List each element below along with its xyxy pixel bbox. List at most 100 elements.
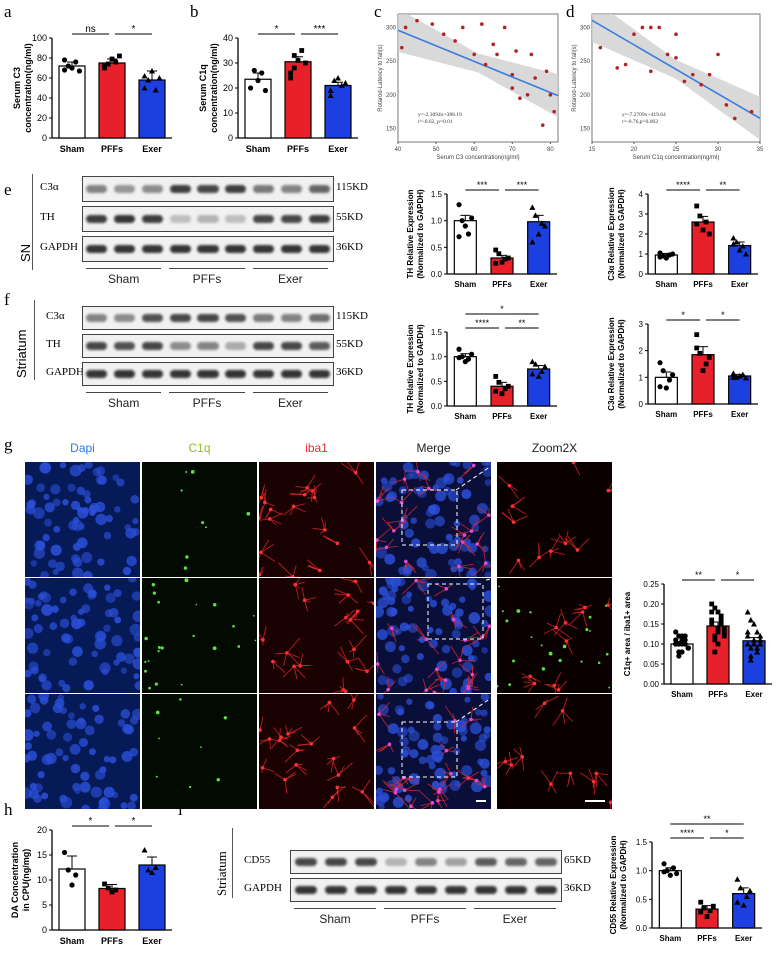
x-tick-label: 30 bbox=[715, 147, 722, 153]
y-axis-label: TH Relative Expression bbox=[406, 324, 415, 413]
striatum-th-bar-chart: 0.0 0.5 1.0 1.5 TH Relative Expression (Norma… bbox=[406, 304, 557, 421]
scatter-point bbox=[716, 52, 720, 57]
scatter-point bbox=[453, 39, 457, 43]
scatter-point bbox=[533, 76, 537, 80]
scatter-point bbox=[480, 22, 484, 26]
data-point bbox=[694, 345, 700, 351]
panel-letter-b: b bbox=[190, 2, 199, 21]
data-point bbox=[291, 53, 297, 58]
significance-label: * bbox=[89, 816, 93, 827]
blot-band bbox=[169, 342, 191, 350]
data-point bbox=[149, 869, 155, 875]
x-tick-label: Exer bbox=[731, 280, 748, 289]
bar-exer bbox=[324, 84, 352, 139]
data-point bbox=[715, 629, 721, 635]
y-tick-label: 0 bbox=[228, 133, 233, 143]
y-tick-label: 250 bbox=[386, 59, 397, 65]
data-point bbox=[109, 889, 115, 895]
blot-band bbox=[308, 314, 330, 322]
y-axis-label: (Normalized to GAPDH) bbox=[617, 319, 626, 409]
panel-letter-e: e bbox=[4, 180, 12, 199]
y-tick-label: 100 bbox=[32, 33, 47, 43]
zoom-guide bbox=[455, 693, 498, 723]
data-point bbox=[113, 887, 119, 893]
if-image-pffs-iba1 bbox=[259, 578, 374, 693]
y-tick-label: 15 bbox=[37, 850, 47, 860]
scatter-point bbox=[510, 86, 515, 90]
blot-band bbox=[114, 314, 136, 322]
significance-label: *** bbox=[314, 24, 326, 35]
blot-band bbox=[324, 886, 348, 894]
blot-band bbox=[253, 370, 275, 378]
blot-band bbox=[225, 215, 247, 223]
striatum-c3-bar-chart: 0 1 2 3 C3α Relative Expression (Normalized t… bbox=[607, 310, 758, 419]
if-image-exer-dapi bbox=[25, 694, 140, 809]
data-point bbox=[712, 633, 718, 639]
blot-th bbox=[82, 206, 334, 232]
y-axis-label: Rotarod-Latency to fall(s) bbox=[378, 44, 384, 111]
column-header-iba1: iba1 bbox=[305, 441, 328, 455]
y-tick-label: 200 bbox=[580, 93, 591, 99]
blot-label-c3α: C3α bbox=[40, 181, 59, 193]
data-point bbox=[295, 58, 301, 63]
group-label-exer: Exer bbox=[277, 396, 303, 410]
if-image-pffs-zoom2x bbox=[497, 578, 612, 693]
significance-label: **** bbox=[676, 180, 691, 190]
y-tick-label: 20 bbox=[37, 113, 47, 123]
if-image-pffs-merge bbox=[376, 578, 491, 693]
blot-band bbox=[141, 370, 163, 378]
molecular-weight-label: 36KD bbox=[336, 366, 363, 378]
data-point bbox=[701, 905, 707, 911]
blot-band bbox=[474, 886, 498, 894]
confidence-band bbox=[398, 14, 558, 118]
data-point bbox=[754, 645, 761, 651]
scatter-point bbox=[632, 32, 636, 37]
bar-sham bbox=[58, 868, 86, 931]
blot-band bbox=[354, 858, 378, 866]
significance-label: * bbox=[736, 570, 740, 580]
blot-band bbox=[253, 245, 275, 253]
c1q-iba1-bar-chart: 0.00 0.05 0.10 0.15 0.20 0.25 C1q+ area / iba1… bbox=[623, 570, 772, 699]
y-tick-label: 0.00 bbox=[643, 680, 659, 689]
blot-band bbox=[114, 215, 136, 223]
data-point bbox=[73, 59, 79, 65]
data-point bbox=[694, 203, 700, 209]
significance-label: *** bbox=[477, 180, 488, 190]
data-point bbox=[698, 899, 704, 905]
c3-rotarod-scatter: 40 50 60 70 80 150 200 250 300 Serum C3 concentra… bbox=[378, 13, 559, 161]
column-header-merge: Merge bbox=[416, 441, 451, 455]
if-image-exer-c1q bbox=[142, 694, 257, 809]
y-tick-label: 1 bbox=[639, 373, 644, 382]
data-point bbox=[152, 864, 159, 870]
y-tick-label: 1.5 bbox=[636, 838, 648, 847]
data-point bbox=[76, 68, 83, 74]
data-point bbox=[698, 909, 704, 915]
data-point bbox=[496, 379, 502, 385]
blot-band bbox=[253, 215, 275, 223]
data-point bbox=[747, 617, 754, 623]
y-tick-label: 1.0 bbox=[636, 867, 648, 876]
blot-band bbox=[197, 342, 219, 350]
if-image-sham-zoom2x bbox=[497, 462, 612, 577]
significance-label: ** bbox=[719, 180, 727, 190]
data-point bbox=[291, 65, 297, 71]
x-tick-label: Sham bbox=[60, 144, 85, 154]
blot-gapdh bbox=[82, 362, 334, 386]
significance-label: * bbox=[681, 310, 685, 320]
immunofluorescence-grid: Dapi C1q iba1 Merge Zoom2X Sham PFFs Exer bbox=[25, 441, 612, 809]
data-point bbox=[505, 383, 511, 389]
c1q-rotarod-scatter: 15 20 25 30 35 150 200 250 300 Serum C1q concentr… bbox=[572, 13, 764, 161]
blot-band bbox=[534, 858, 558, 866]
x-tick-label: Sham bbox=[659, 934, 681, 943]
scatter-point bbox=[403, 25, 408, 30]
molecular-weight-label: 55KD bbox=[336, 338, 363, 350]
scatter-point bbox=[699, 82, 703, 87]
data-point bbox=[331, 77, 338, 83]
group-underline bbox=[252, 392, 328, 393]
group-label-pffs: PFFs bbox=[410, 912, 440, 926]
blot-band bbox=[169, 245, 191, 253]
scatter-point bbox=[552, 109, 556, 114]
blot-band bbox=[197, 370, 219, 378]
blot-band bbox=[414, 886, 438, 894]
data-point bbox=[718, 613, 724, 619]
